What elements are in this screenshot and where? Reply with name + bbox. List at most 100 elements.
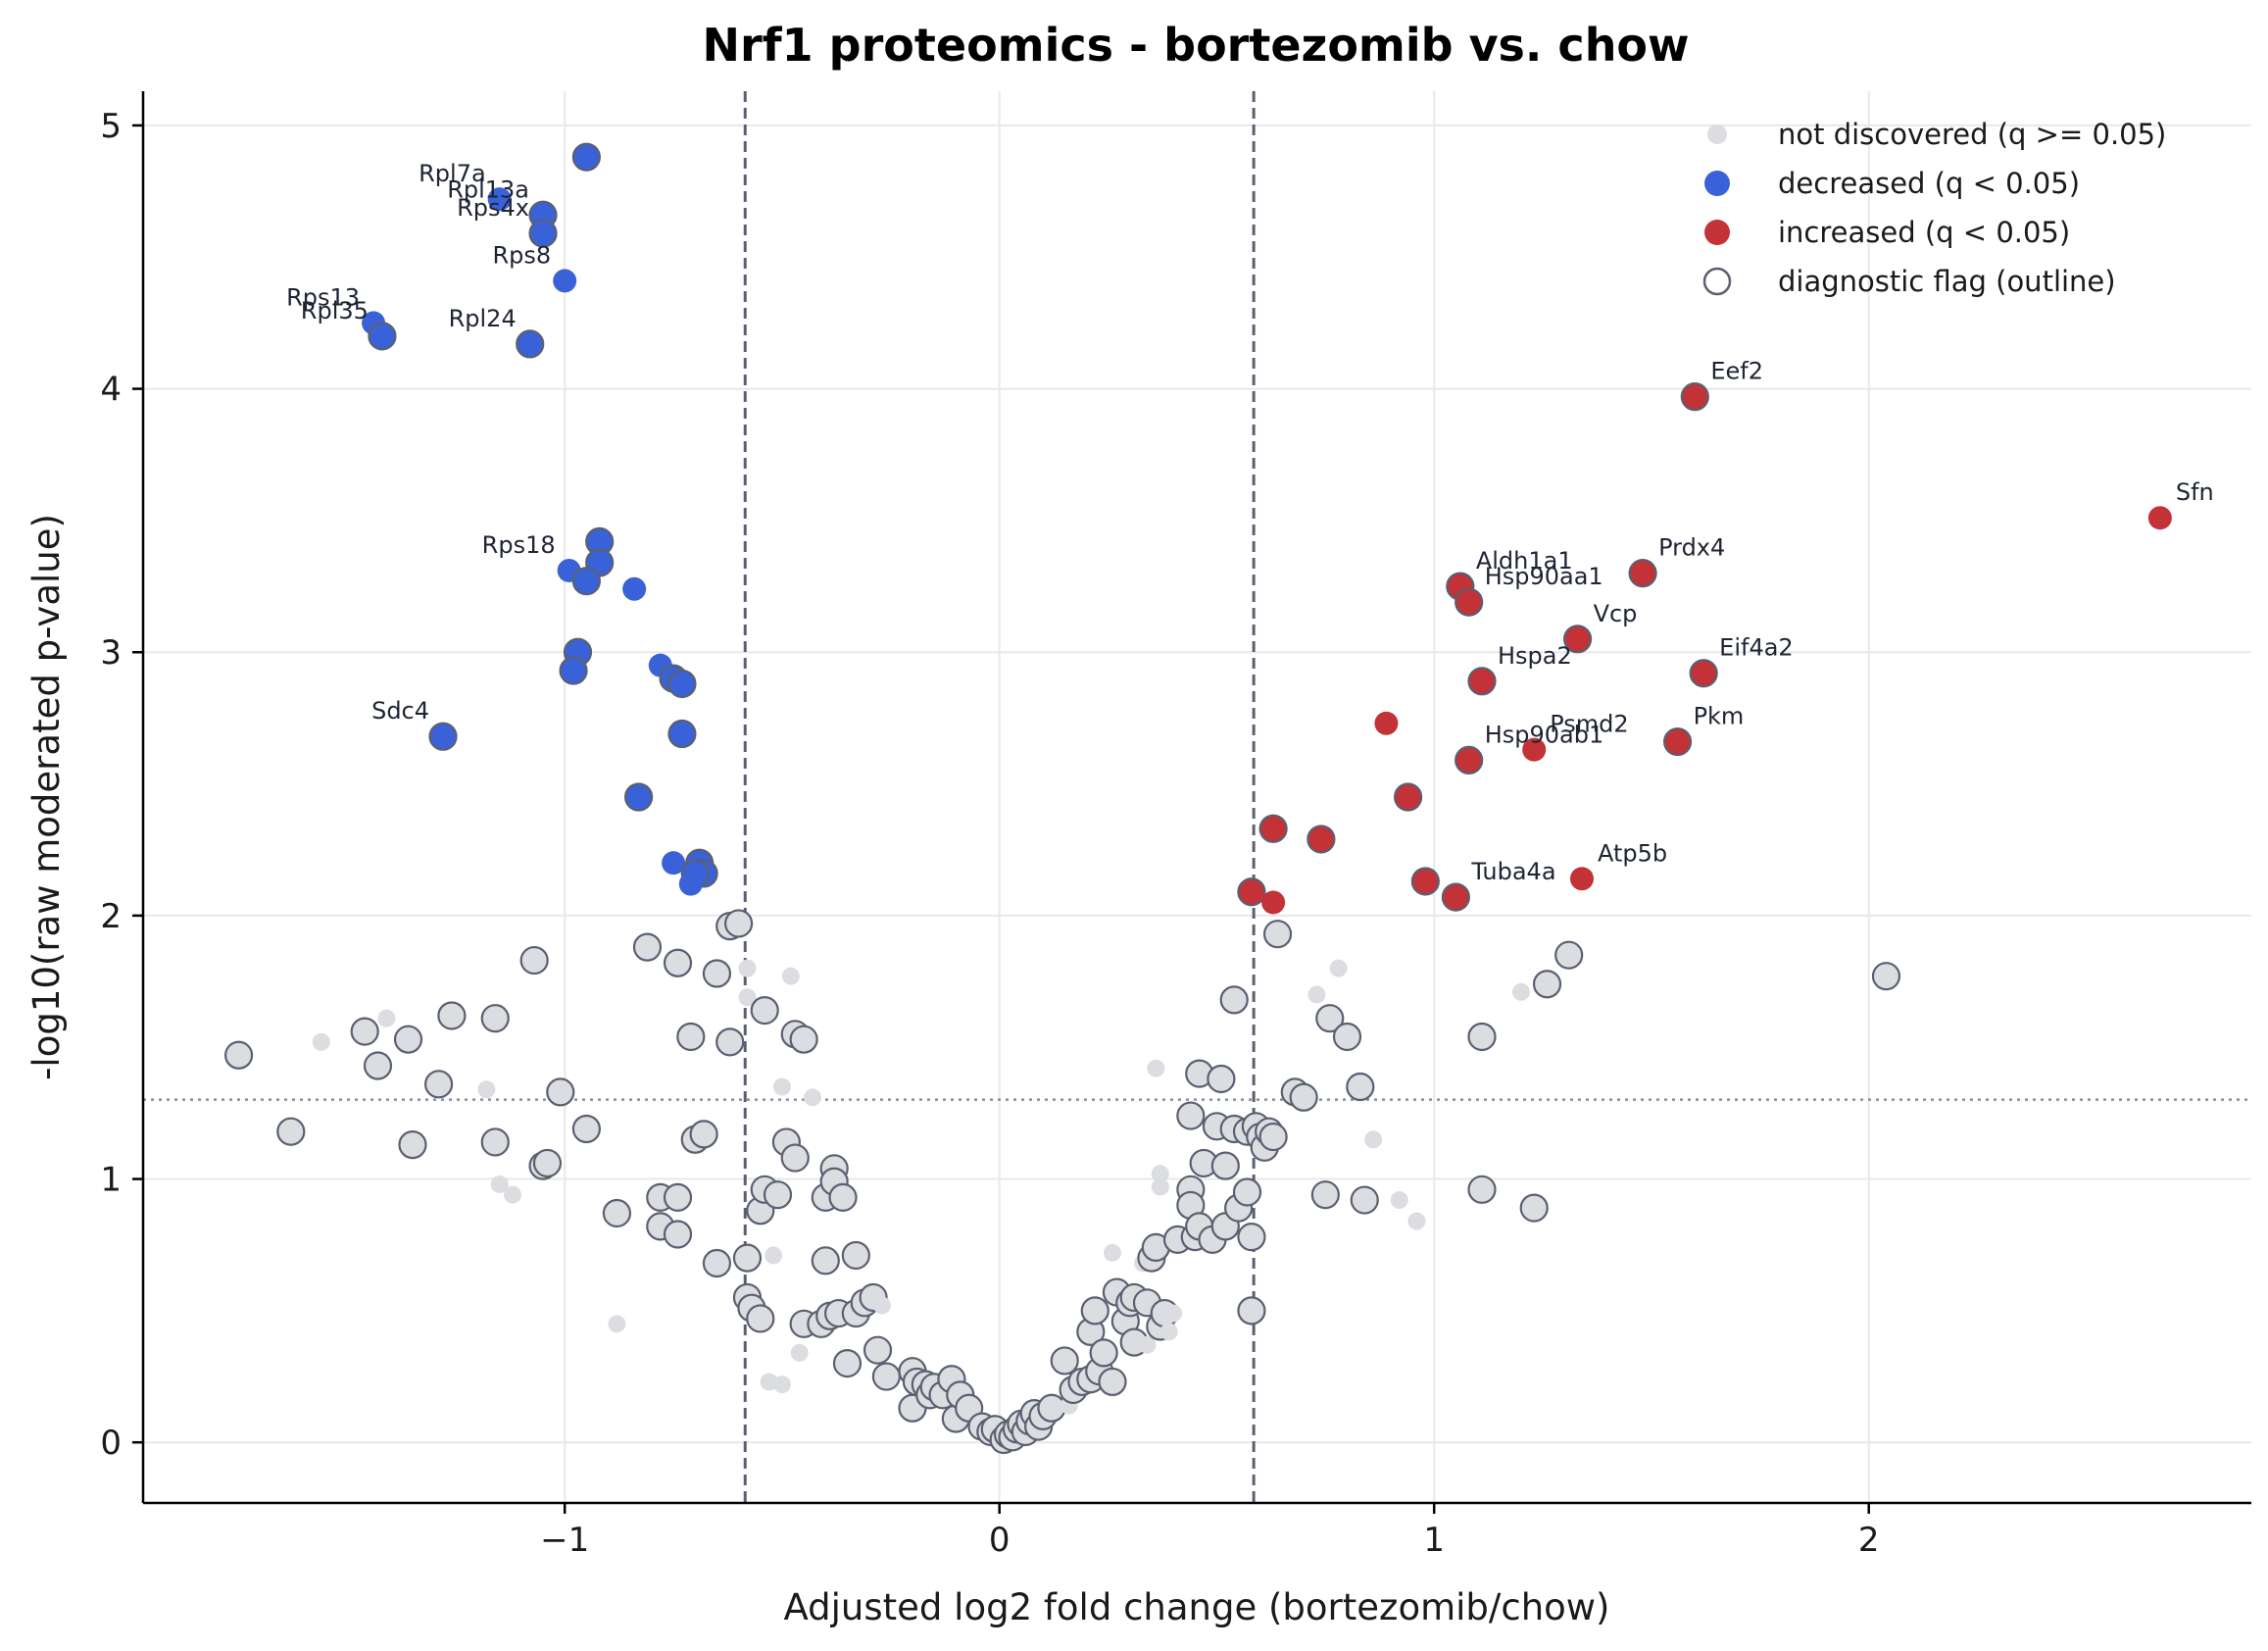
- point-not-discovered: [663, 1220, 693, 1249]
- point-not-discovered: [738, 988, 757, 1007]
- point-not-discovered: [1219, 985, 1249, 1015]
- point-not-discovered: [519, 945, 549, 976]
- point-not-discovered: [732, 1243, 763, 1273]
- point-not-discovered: [1080, 1296, 1109, 1326]
- point-not-discovered: [663, 1182, 693, 1212]
- annotation-label: Psmd2: [1550, 711, 1628, 738]
- point-decreased: [571, 567, 601, 596]
- point-not-discovered: [1262, 920, 1293, 949]
- point-not-discovered: [811, 1246, 840, 1276]
- annotation-label: Rps4x: [457, 194, 529, 222]
- legend: not discovered (q >= 0.05) decreased (q <…: [1702, 118, 2166, 298]
- y-tick-label: 5: [100, 107, 122, 146]
- point-not-discovered: [1210, 1151, 1240, 1180]
- point-not-discovered: [1554, 940, 1584, 970]
- legend-label: not discovered (q >= 0.05): [1778, 118, 2166, 151]
- point-not-discovered: [480, 1004, 510, 1033]
- point-not-discovered: [1237, 1296, 1266, 1326]
- point-decreased: [678, 872, 703, 896]
- point-not-discovered: [1151, 1177, 1169, 1196]
- point-not-discovered: [608, 1315, 626, 1333]
- point-not-discovered: [546, 1077, 575, 1107]
- point-increased: [1454, 587, 1484, 617]
- point-increased: [1441, 882, 1470, 912]
- point-not-discovered: [602, 1198, 632, 1228]
- point-not-discovered: [1332, 1022, 1362, 1052]
- point-not-discovered: [863, 1335, 893, 1365]
- point-not-discovered: [1151, 1165, 1169, 1183]
- y-tick-label: 0: [100, 1424, 122, 1463]
- point-decreased: [622, 576, 647, 601]
- point-increased: [1689, 659, 1718, 688]
- point-decreased: [528, 219, 558, 248]
- point-not-discovered: [1407, 1212, 1426, 1230]
- point-not-discovered: [1050, 1346, 1079, 1376]
- point-not-discovered: [763, 1180, 793, 1210]
- point-increased: [1662, 726, 1693, 757]
- point-increased: [1374, 711, 1399, 735]
- point-not-discovered: [1350, 1185, 1379, 1215]
- point-not-discovered: [663, 948, 693, 977]
- point-increased: [1261, 890, 1286, 915]
- legend-label: decreased (q < 0.05): [1778, 167, 2080, 200]
- y-tick-label: 1: [100, 1161, 122, 1200]
- point-not-discovered: [724, 909, 754, 938]
- point-not-discovered: [1159, 1323, 1178, 1341]
- annotation-label: Sdc4: [371, 697, 429, 725]
- point-decreased: [487, 187, 512, 212]
- chart-title: Nrf1 proteomics - bortezomib vs. chow: [702, 19, 1689, 72]
- point-increased: [1680, 382, 1709, 412]
- point-increased: [2147, 506, 2172, 530]
- point-not-discovered: [1138, 1335, 1157, 1354]
- annotation-label: Aldh1a1: [1476, 547, 1573, 575]
- annotation-label: Tuba4a: [1470, 858, 1555, 885]
- point-not-discovered: [1147, 1059, 1165, 1077]
- point-not-discovered: [702, 1248, 732, 1278]
- annotation-label: Rps13: [286, 283, 360, 311]
- point-not-discovered: [1519, 1193, 1549, 1223]
- point-not-discovered: [676, 1022, 706, 1052]
- legend-marker-outline: [1702, 267, 1732, 296]
- point-decreased: [667, 669, 697, 699]
- point-increased: [1410, 867, 1440, 896]
- point-increased: [1307, 825, 1336, 854]
- point-not-discovered: [1871, 962, 1901, 991]
- point-not-discovered: [764, 1246, 783, 1265]
- point-not-discovered: [1307, 985, 1326, 1004]
- point-not-discovered: [312, 1032, 330, 1051]
- point-not-discovered: [571, 1114, 601, 1144]
- point-not-discovered: [1467, 1175, 1497, 1204]
- point-not-discovered: [477, 1080, 496, 1099]
- point-not-discovered: [772, 1376, 791, 1394]
- point-not-discovered: [1289, 1082, 1318, 1112]
- point-not-discovered: [1098, 1367, 1127, 1397]
- point-not-discovered: [841, 1240, 870, 1271]
- annotation-label: Rps18: [482, 531, 556, 559]
- point-not-discovered: [790, 1343, 809, 1362]
- point-not-discovered: [1346, 1072, 1375, 1102]
- annotation-label: Eif4a2: [1719, 634, 1794, 662]
- point-not-discovered: [1207, 1064, 1236, 1094]
- legend-marker-not-discovered: [1707, 125, 1727, 144]
- legend-label: increased (q < 0.05): [1778, 216, 2070, 249]
- annotation-label: Atp5b: [1598, 839, 1667, 867]
- point-not-discovered: [350, 1017, 379, 1046]
- point-not-discovered: [780, 1143, 810, 1173]
- point-not-discovered: [1532, 970, 1562, 999]
- point-increased: [1570, 867, 1595, 891]
- x-axis-label: Adjusted log2 fold change (bortezomib/ch…: [784, 1586, 1610, 1628]
- point-not-discovered: [1467, 1022, 1497, 1052]
- annotation-label: Eef2: [1710, 358, 1763, 385]
- point-decreased: [428, 722, 458, 751]
- annotation-label: Rpl35: [301, 297, 369, 325]
- point-not-discovered: [1329, 959, 1348, 977]
- legend-label: diagnostic flag (outline): [1778, 265, 2116, 298]
- point-not-discovered: [480, 1127, 510, 1157]
- x-tick-label: 0: [989, 1521, 1011, 1560]
- point-not-discovered: [437, 1001, 467, 1030]
- axes: [141, 91, 2251, 1505]
- point-not-discovered: [1511, 982, 1530, 1001]
- data-points: [223, 142, 2172, 1455]
